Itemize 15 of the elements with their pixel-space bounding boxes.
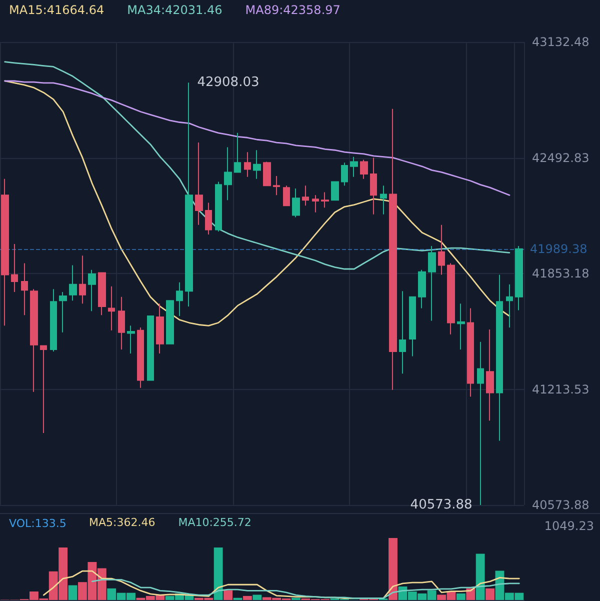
y-tick-label: 41853.18 [532, 266, 590, 280]
text: 1049.23 [544, 519, 594, 533]
y-tick-label: 41213.53 [532, 382, 590, 396]
annotation: 42908.03 [197, 75, 260, 90]
text: MA34:42031.46 [127, 3, 222, 17]
series-label: VOL:133.5 [9, 517, 66, 530]
annotation: 40573.88 [410, 498, 472, 512]
y-tick-label: 42492.83 [532, 150, 590, 165]
text: MA10:255.72 [178, 516, 252, 529]
y-tick-label: 40573.88 [532, 498, 590, 512]
text: MA5:362.46 [89, 516, 156, 529]
text: MA15:41664.64 [9, 3, 104, 17]
y-tick-label: 43132.48 [532, 35, 590, 49]
ref-line-label: 41989.38 [530, 242, 588, 256]
text: MA89:42358.97 [245, 3, 340, 17]
